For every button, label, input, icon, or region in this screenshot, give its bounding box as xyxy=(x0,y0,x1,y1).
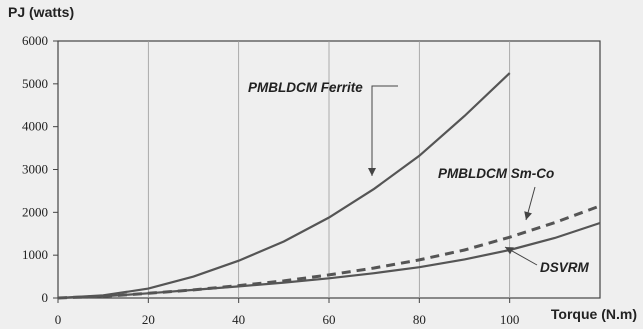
annotation-arrowhead xyxy=(368,168,376,176)
x-tick-label: 20 xyxy=(142,312,155,327)
y-tick-label: 4000 xyxy=(22,119,48,134)
y-tick-label: 1000 xyxy=(22,247,48,262)
y-tick-label: 6000 xyxy=(22,33,48,48)
y-tick-label: 2000 xyxy=(22,204,48,219)
y-tick-label: 0 xyxy=(42,290,49,305)
y-tick-label: 5000 xyxy=(22,76,48,91)
annotation-arrowhead xyxy=(524,211,532,220)
x-tick-label: 100 xyxy=(500,312,520,327)
y-tick-label: 3000 xyxy=(22,162,48,177)
series-line-pmbldcm-ferrite xyxy=(57,72,511,300)
y-axis-label: PJ (watts) xyxy=(8,4,75,20)
annotation-label: DSVRM xyxy=(540,260,590,275)
x-tick-label: 40 xyxy=(232,312,245,327)
annotation-arrowhead xyxy=(505,247,514,255)
x-axis-label: Torque (N.m) xyxy=(550,306,637,322)
x-tick-label: 0 xyxy=(55,312,62,327)
x-tick-label: 80 xyxy=(413,312,426,327)
annotation-label: PMBLDCM Sm-Co xyxy=(438,166,554,181)
annotation-label: PMBLDCM Ferrite xyxy=(248,80,363,95)
annotation-leader xyxy=(371,85,398,176)
x-tick-label: 60 xyxy=(323,312,336,327)
